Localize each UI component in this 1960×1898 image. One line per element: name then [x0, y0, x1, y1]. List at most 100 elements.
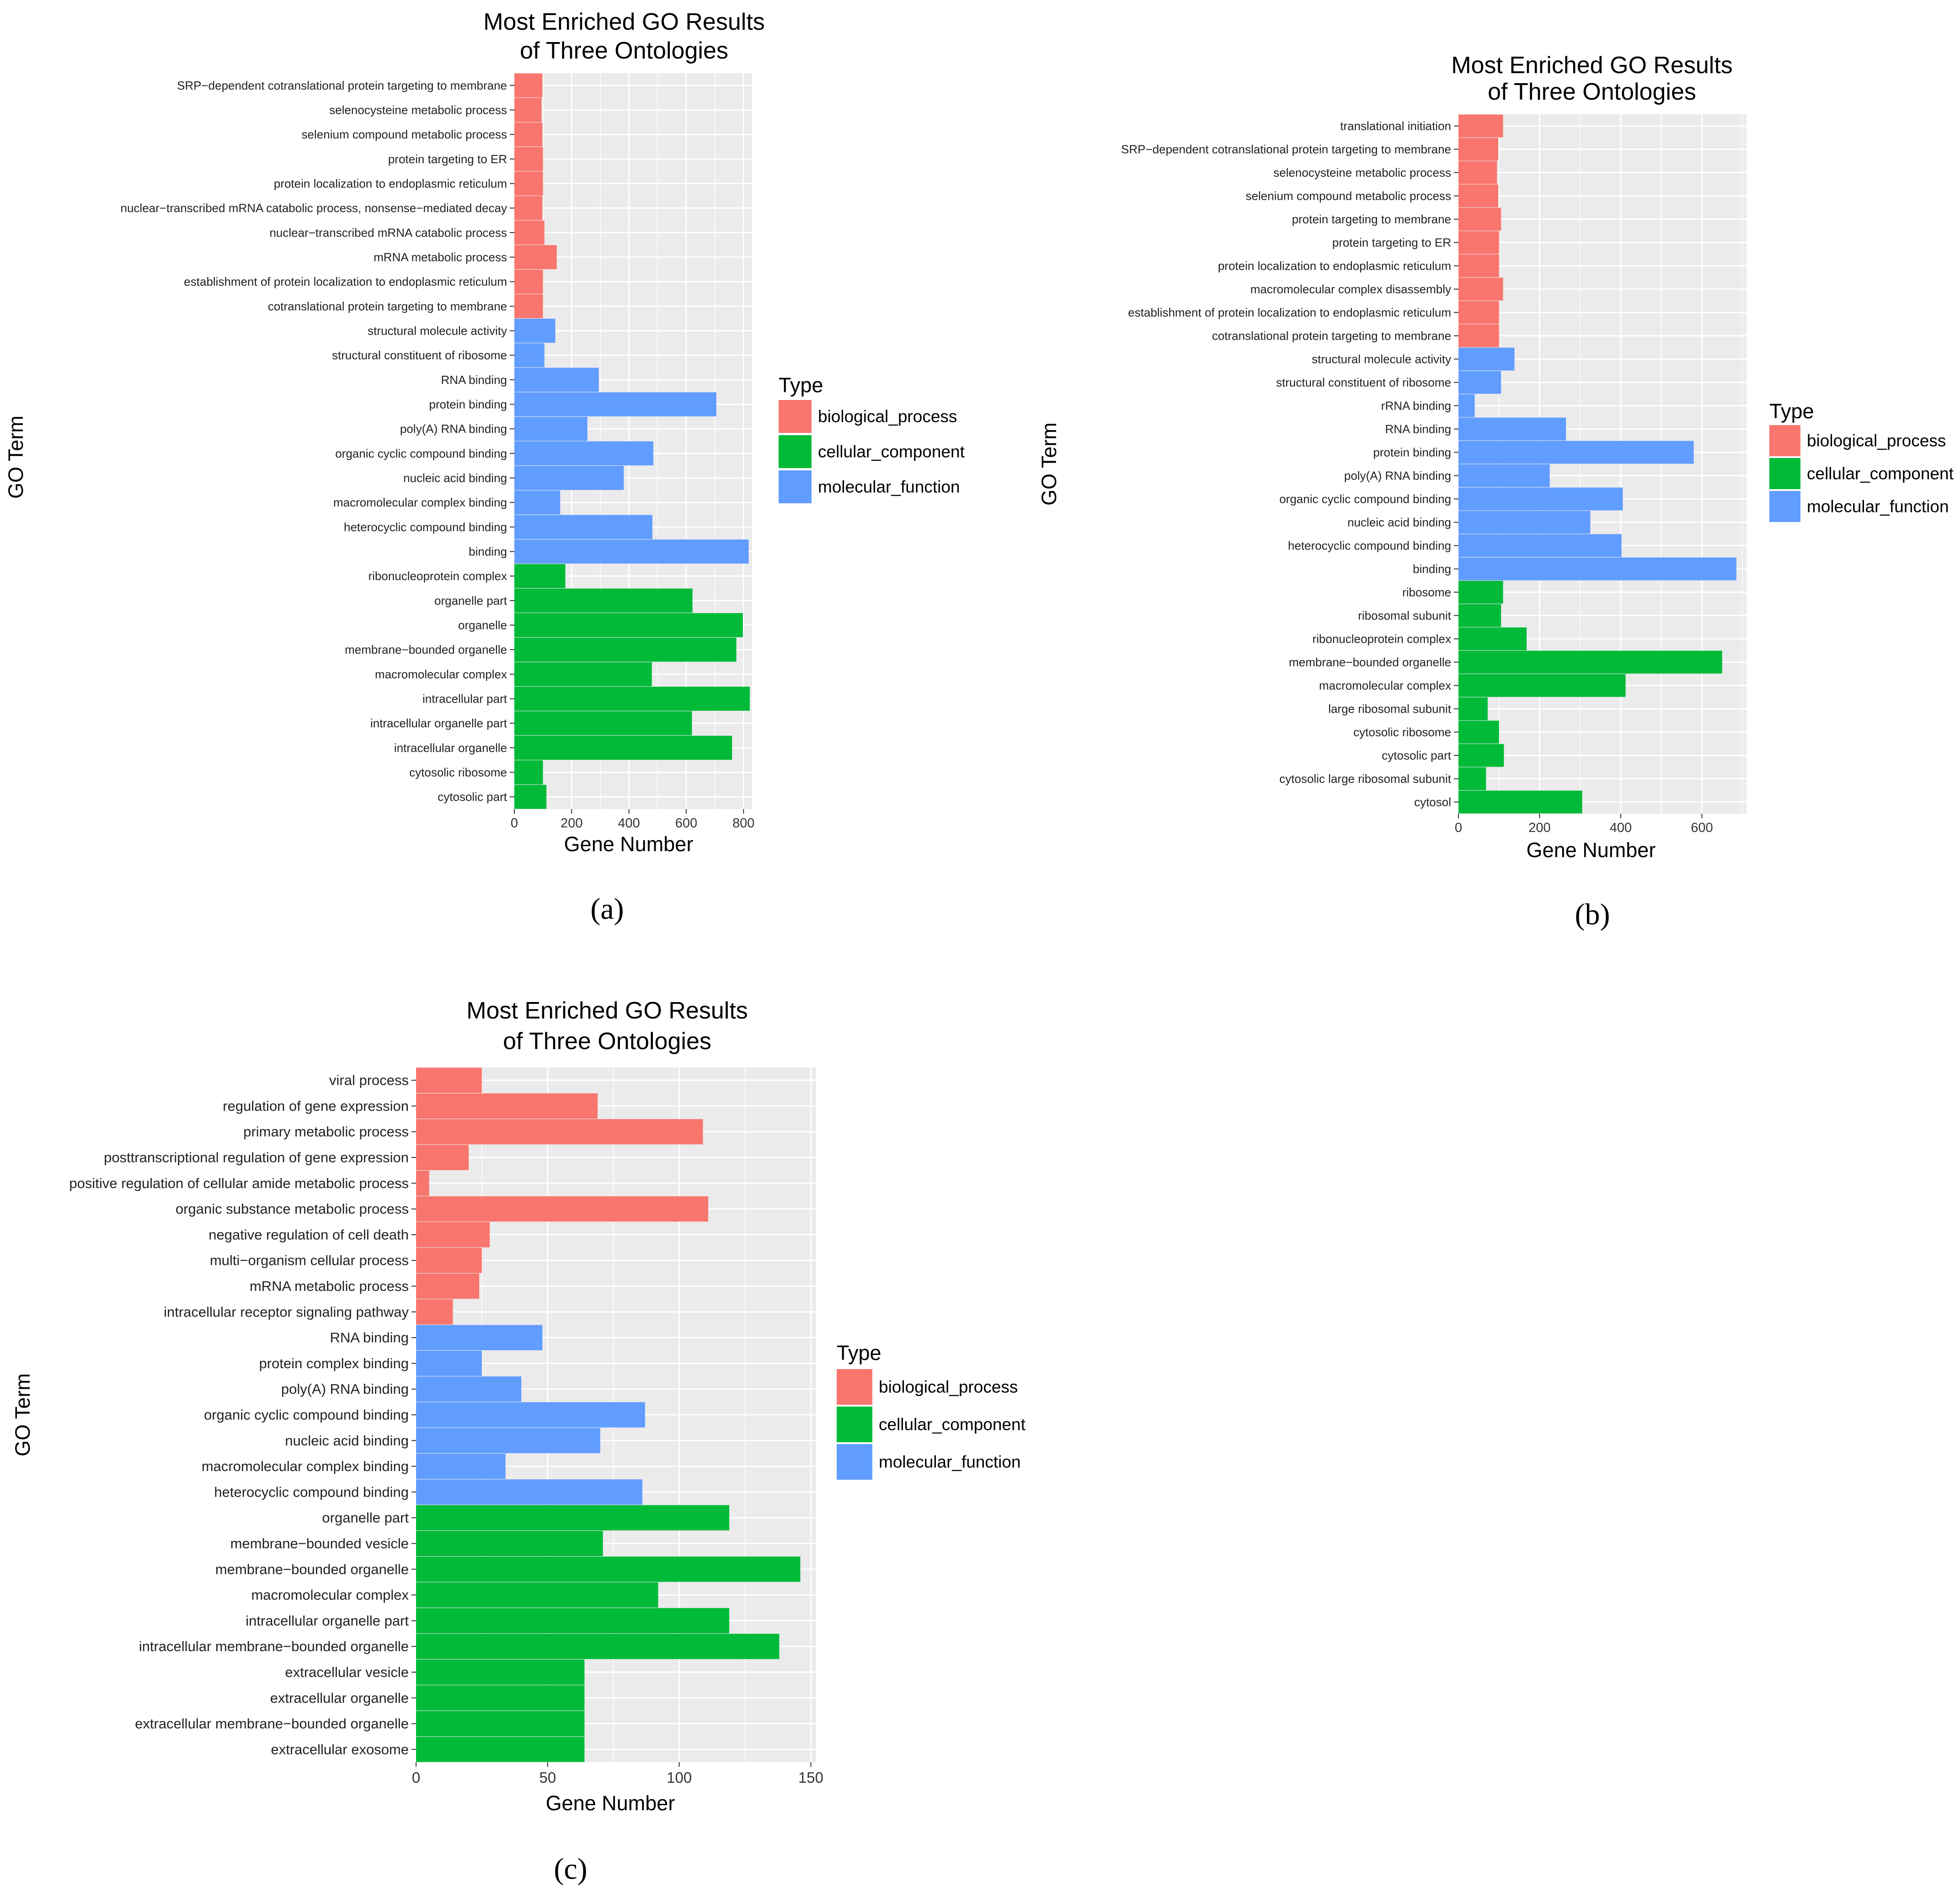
bar-cellular_component	[1458, 790, 1582, 814]
x-tick-label: 100	[667, 1769, 692, 1786]
go-term-label: structural constituent of ribosome	[332, 348, 507, 362]
go-term-label: extracellular organelle	[270, 1690, 409, 1706]
bar-molecular_function	[514, 392, 716, 416]
go-term-label: SRP−dependent cotranslational protein ta…	[177, 79, 507, 92]
go-term-label: organelle part	[322, 1510, 409, 1526]
go-term-label: macromolecular complex disassembly	[1250, 283, 1451, 296]
go-term-label: macromolecular complex binding	[202, 1458, 409, 1474]
bar-cellular_component	[514, 760, 543, 784]
go-term-label: RNA binding	[441, 373, 507, 387]
go-term-label: nucleic acid binding	[1347, 516, 1451, 529]
bar-molecular_function	[1458, 464, 1550, 487]
go-term-label: binding	[469, 545, 507, 559]
bar-molecular_function	[1458, 371, 1501, 394]
bar-biological_process	[1458, 324, 1499, 347]
go-term-label: structural molecule activity	[1312, 352, 1451, 366]
bar-cellular_component	[1458, 744, 1504, 767]
bar-cellular_component	[514, 784, 547, 809]
x-tick-label: 150	[798, 1769, 823, 1786]
bar-biological_process	[514, 147, 543, 171]
go-term-label: establishment of protein localization to…	[1128, 306, 1451, 320]
go-term-label: intracellular membrane−bounded organelle	[139, 1638, 409, 1654]
go-term-label: establishment of protein localization to…	[184, 275, 507, 288]
bar-cellular_component	[514, 613, 743, 637]
bar-cellular_component	[514, 687, 750, 711]
bar-cellular_component	[416, 1634, 780, 1659]
y-axis-title: GO Term	[1037, 422, 1061, 506]
go-term-label: intracellular receptor signaling pathway	[164, 1304, 409, 1320]
bar-molecular_function	[1458, 557, 1736, 581]
bar-cellular_component	[514, 588, 693, 613]
go-term-label: heterocyclic compound binding	[1288, 539, 1451, 553]
go-term-label: intracellular part	[422, 692, 507, 706]
bar-molecular_function	[416, 1453, 506, 1479]
go-term-label: organic cyclic compound binding	[335, 447, 507, 460]
bar-molecular_function	[1458, 511, 1591, 534]
bar-biological_process	[514, 122, 543, 147]
bar-biological_process	[514, 220, 545, 245]
x-axis-title: Gene Number	[1527, 838, 1656, 862]
go-term-label: structural molecule activity	[368, 324, 507, 338]
go-term-label: intracellular organelle part	[246, 1613, 409, 1629]
go-term-label: negative regulation of cell death	[208, 1226, 409, 1242]
go-term-label: ribonucleoprotein complex	[368, 569, 507, 583]
chart-title-line-2: of Three Ontologies	[1488, 79, 1696, 105]
go-term-label: extracellular membrane−bounded organelle	[135, 1716, 409, 1732]
go-term-label: organic cyclic compound binding	[204, 1407, 409, 1423]
legend-label-biological_process: biological_process	[818, 407, 957, 426]
bar-biological_process	[1458, 114, 1503, 138]
x-tick-label: 600	[1691, 821, 1713, 835]
go-term-label: poly(A) RNA binding	[400, 422, 507, 436]
bar-cellular_component	[1458, 697, 1488, 720]
bar-biological_process	[1458, 277, 1503, 301]
go-term-label: cytosolic ribosome	[409, 766, 507, 779]
bar-biological_process	[416, 1222, 490, 1248]
panel-label: (c)	[554, 1852, 587, 1886]
bar-biological_process	[514, 196, 543, 220]
bar-cellular_component	[514, 564, 566, 588]
bar-molecular_function	[514, 466, 624, 490]
legend-label-molecular_function: molecular_function	[1807, 497, 1949, 516]
x-tick-label: 0	[1455, 821, 1462, 835]
go-term-label: selenium compound metabolic process	[302, 128, 507, 141]
legend-swatch-biological_process	[837, 1369, 872, 1405]
bar-molecular_function	[1458, 534, 1622, 557]
go-term-label: organic cyclic compound binding	[1279, 492, 1451, 506]
x-tick-label: 0	[511, 816, 518, 831]
chart-title-line-2: of Three Ontologies	[520, 37, 728, 64]
legend-swatch-cellular_component	[837, 1407, 872, 1442]
legend-swatch-molecular_function	[1769, 491, 1800, 522]
bar-biological_process	[1458, 138, 1498, 161]
bar-biological_process	[1458, 161, 1497, 184]
go-term-label: ribosome	[1402, 586, 1451, 599]
bar-cellular_component	[416, 1582, 658, 1608]
bar-biological_process	[416, 1145, 469, 1170]
go-term-label: protein binding	[429, 398, 507, 411]
plot-background	[1458, 114, 1746, 814]
go-term-label: regulation of gene expression	[223, 1098, 409, 1114]
bar-biological_process	[1458, 254, 1499, 277]
go-term-label: ribosomal subunit	[1358, 609, 1452, 623]
go-term-label: membrane−bounded organelle	[215, 1561, 409, 1577]
go-term-label: RNA binding	[330, 1330, 409, 1346]
chart-title-line-2: of Three Ontologies	[503, 1028, 711, 1055]
bar-biological_process	[1458, 208, 1501, 231]
go-term-label: cytosolic ribosome	[1353, 725, 1451, 739]
x-tick-label: 400	[1610, 821, 1632, 835]
bar-cellular_component	[416, 1505, 730, 1530]
chart-title-line-1: Most Enriched GO Results	[1451, 52, 1733, 79]
bar-molecular_function	[416, 1402, 645, 1428]
x-axis-title: Gene Number	[564, 832, 694, 856]
chart-panel-c: viral process regulation of gene expressi…	[11, 997, 1026, 1886]
legend-label-molecular_function: molecular_function	[818, 478, 960, 496]
go-term-label: SRP−dependent cotranslational protein ta…	[1121, 143, 1451, 156]
go-term-label: multi−organism cellular process	[210, 1253, 409, 1269]
go-term-label: protein targeting to ER	[388, 152, 507, 166]
bar-cellular_component	[1458, 767, 1486, 790]
legend-title: Type	[779, 373, 823, 397]
go-term-label: protein localization to endoplasmic reti…	[1218, 259, 1451, 273]
legend-swatch-cellular_component	[779, 435, 812, 468]
bar-molecular_function	[514, 343, 545, 368]
y-axis-title: GO Term	[11, 1373, 34, 1456]
